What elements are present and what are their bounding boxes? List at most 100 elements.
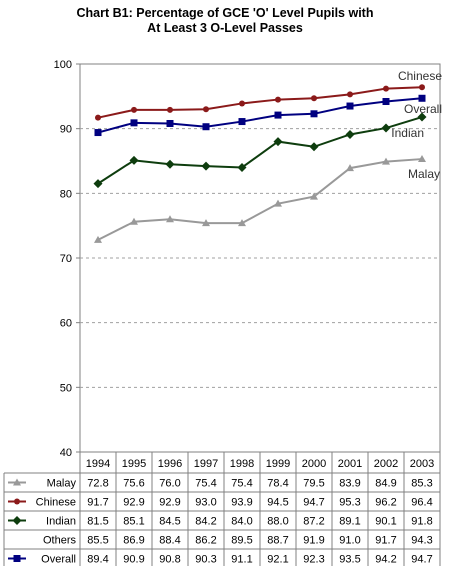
x-tick-label: 2001 bbox=[338, 458, 362, 470]
data-label: 84.0 bbox=[231, 516, 252, 528]
series-end-label: Overall bbox=[404, 102, 442, 116]
data-point bbox=[311, 95, 317, 102]
data-label: 96.4 bbox=[411, 497, 432, 509]
y-tick-label: 50 bbox=[60, 382, 72, 394]
data-point bbox=[418, 94, 426, 102]
y-tick-label: 80 bbox=[60, 188, 72, 200]
data-label: 90.8 bbox=[159, 554, 180, 566]
data-label: 84.9 bbox=[375, 478, 396, 490]
series-line-indian bbox=[97, 116, 423, 185]
data-label: 94.7 bbox=[411, 554, 432, 566]
x-tick-label: 1994 bbox=[86, 458, 110, 470]
data-point bbox=[382, 157, 390, 165]
data-point bbox=[310, 192, 318, 200]
data-point bbox=[345, 129, 355, 139]
data-point bbox=[14, 498, 20, 505]
data-label: 85.3 bbox=[411, 478, 432, 490]
data-point bbox=[166, 215, 174, 223]
y-tick-label: 60 bbox=[60, 318, 72, 330]
data-label: 90.1 bbox=[375, 516, 396, 528]
data-point bbox=[239, 100, 245, 107]
data-point bbox=[12, 516, 22, 525]
data-label: 88.7 bbox=[267, 535, 288, 547]
data-point bbox=[417, 112, 427, 122]
data-point bbox=[129, 155, 139, 165]
data-point bbox=[93, 179, 103, 189]
series-line-chinese bbox=[97, 86, 423, 119]
data-point bbox=[237, 162, 247, 172]
legend-entry-indian: Indian bbox=[46, 516, 76, 528]
data-point bbox=[309, 142, 319, 152]
data-point bbox=[167, 106, 173, 113]
data-label: 86.2 bbox=[195, 535, 216, 547]
data-point bbox=[13, 478, 21, 486]
x-tick-label: 1996 bbox=[158, 458, 182, 470]
data-point bbox=[274, 199, 282, 207]
data-label: 75.6 bbox=[123, 478, 144, 490]
data-label: 78.4 bbox=[267, 478, 288, 490]
x-tick-label: 1998 bbox=[230, 458, 254, 470]
data-point bbox=[382, 98, 390, 106]
data-point bbox=[383, 85, 389, 92]
data-label: 87.2 bbox=[303, 516, 324, 528]
data-point bbox=[130, 119, 138, 127]
data-point bbox=[202, 219, 210, 227]
data-point bbox=[381, 123, 391, 133]
data-label: 75.4 bbox=[231, 478, 252, 490]
data-label: 92.1 bbox=[267, 554, 288, 566]
data-label: 85.1 bbox=[123, 516, 144, 528]
data-label: 91.0 bbox=[339, 535, 360, 547]
legend-entry-malay: Malay bbox=[47, 478, 77, 490]
y-tick-label: 90 bbox=[60, 124, 72, 136]
data-label: 91.7 bbox=[375, 535, 396, 547]
data-point bbox=[165, 159, 175, 169]
data-label: 90.3 bbox=[195, 554, 216, 566]
data-point bbox=[166, 119, 174, 127]
series-end-label: Malay bbox=[408, 167, 440, 181]
data-label: 91.1 bbox=[231, 554, 252, 566]
data-point bbox=[201, 161, 211, 171]
data-label: 76.0 bbox=[159, 478, 180, 490]
series-line-malay bbox=[97, 158, 423, 241]
data-label: 84.2 bbox=[195, 516, 216, 528]
data-label: 94.3 bbox=[411, 535, 432, 547]
x-tick-label: 2003 bbox=[410, 458, 434, 470]
data-label: 92.3 bbox=[303, 554, 324, 566]
data-point bbox=[418, 155, 426, 163]
data-label: 93.9 bbox=[231, 497, 252, 509]
x-tick-label: 2000 bbox=[302, 458, 326, 470]
data-label: 86.9 bbox=[123, 535, 144, 547]
data-label: 88.4 bbox=[159, 535, 180, 547]
series-end-label: Indian bbox=[391, 126, 424, 140]
data-label: 95.3 bbox=[339, 497, 360, 509]
data-point bbox=[203, 106, 209, 113]
data-point bbox=[94, 129, 102, 137]
data-label: 93.0 bbox=[195, 497, 216, 509]
data-label: 91.7 bbox=[87, 497, 108, 509]
data-point bbox=[13, 555, 21, 562]
data-label: 92.9 bbox=[159, 497, 180, 509]
data-label: 85.5 bbox=[87, 535, 108, 547]
data-point bbox=[131, 106, 137, 113]
x-tick-label: 1999 bbox=[266, 458, 290, 470]
y-tick-label: 70 bbox=[60, 253, 72, 265]
data-label: 94.5 bbox=[267, 497, 288, 509]
x-tick-label: 2002 bbox=[374, 458, 398, 470]
data-point bbox=[274, 111, 282, 119]
data-label: 88.0 bbox=[267, 516, 288, 528]
data-label: 94.2 bbox=[375, 554, 396, 566]
y-tick-label: 40 bbox=[60, 447, 72, 459]
legend-entry-others: Others bbox=[43, 535, 77, 547]
data-label: 91.8 bbox=[411, 516, 432, 528]
data-point bbox=[346, 164, 354, 172]
legend-entry-overall: Overall bbox=[41, 554, 76, 566]
y-tick-label: 100 bbox=[54, 59, 72, 71]
data-label: 93.5 bbox=[339, 554, 360, 566]
data-label: 94.7 bbox=[303, 497, 324, 509]
data-label: 79.5 bbox=[303, 478, 324, 490]
data-label: 89.1 bbox=[339, 516, 360, 528]
data-label: 81.5 bbox=[87, 516, 108, 528]
data-point bbox=[419, 84, 425, 91]
series-line-overall bbox=[97, 97, 423, 134]
